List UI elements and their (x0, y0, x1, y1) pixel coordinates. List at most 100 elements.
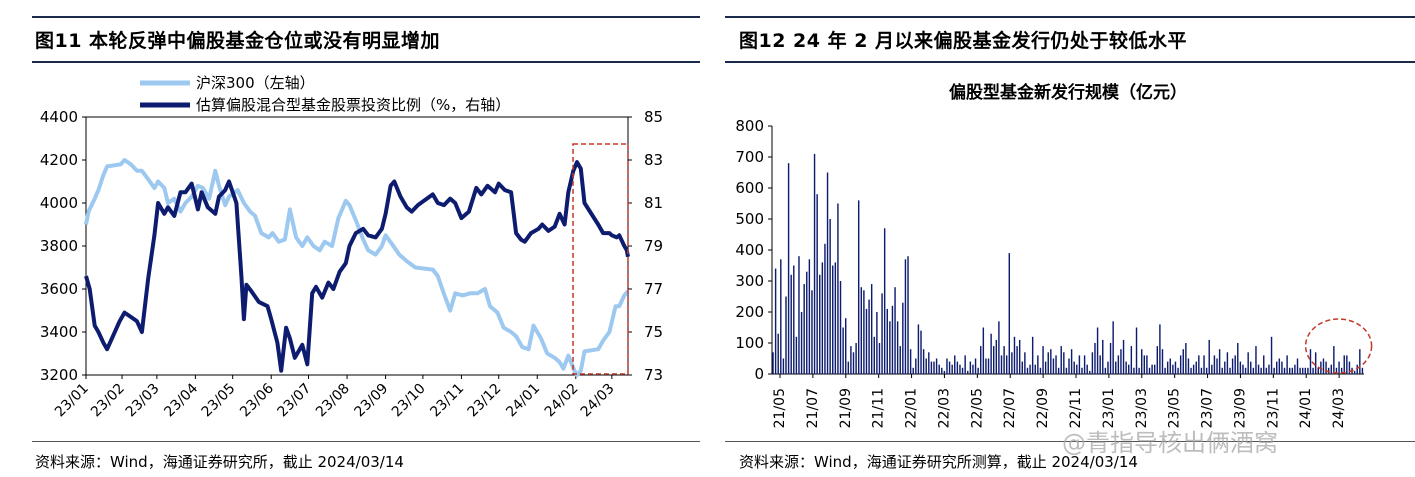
bar (1148, 367, 1151, 374)
y-left-tick-label: 4200 (40, 151, 78, 169)
bar (1257, 364, 1260, 374)
bar (868, 299, 870, 374)
bar (1192, 364, 1195, 374)
bar (1304, 367, 1307, 374)
bar (1340, 367, 1343, 374)
bar (852, 352, 855, 374)
bar (1294, 364, 1296, 374)
bar (1109, 343, 1112, 374)
x-tick-label: 23/07 (274, 381, 314, 421)
bar (1343, 355, 1345, 374)
bar (1231, 358, 1234, 374)
bar (1244, 367, 1247, 374)
bar (899, 346, 901, 374)
bar (1177, 367, 1179, 374)
bar (1182, 349, 1184, 374)
bar (1076, 364, 1078, 374)
bar (946, 358, 948, 374)
bar (1195, 361, 1197, 374)
bar (777, 333, 779, 374)
bar (948, 361, 951, 374)
bar (886, 308, 888, 374)
bar (1190, 367, 1192, 374)
left-figure-panel: 图11 本轮反弹中偏股基金仓位或没有明显增加 3200 3400 3600 3800 4… (0, 0, 700, 477)
bar (1208, 339, 1210, 374)
bar (785, 296, 787, 374)
bar (917, 324, 920, 374)
y-right-tick-label: 81 (644, 194, 663, 212)
y-right-tick-label: 83 (644, 151, 663, 169)
bar (1221, 367, 1223, 374)
bar (850, 346, 852, 374)
bar (826, 172, 829, 374)
bar (961, 367, 964, 374)
x-tick-label: 23/06 (237, 380, 277, 420)
bar (1218, 349, 1221, 374)
bar (972, 364, 974, 374)
bar (1198, 355, 1200, 374)
x-tick-label: 23/01 (1101, 388, 1117, 428)
source-rule (32, 441, 700, 442)
equity-ratio-series-line (84, 160, 630, 373)
bar (1128, 364, 1130, 374)
bar (1252, 367, 1255, 374)
bar-chart: 偏股型基金新发行规模（亿元） 0 100 200 300 400 500 600 700 800 2… (735, 82, 1373, 428)
bar (883, 228, 886, 374)
bar (1333, 346, 1335, 374)
bar (907, 256, 909, 374)
bar (1159, 324, 1161, 374)
highlight-ellipse (1304, 318, 1373, 374)
left-source-note: 资料来源：Wind，海通证券研究所，截止 2024/03/14 (35, 453, 404, 471)
bar (922, 349, 925, 374)
y-tick-label: 0 (754, 365, 764, 383)
bar (933, 361, 935, 374)
x-tick-label: 21/11 (871, 388, 887, 428)
y-tick-label: 500 (735, 210, 764, 228)
bar (1356, 364, 1358, 374)
bar (1187, 358, 1190, 374)
bar (938, 364, 940, 374)
bar (1073, 361, 1075, 374)
bar (985, 358, 987, 374)
bar (790, 274, 792, 374)
bar (1179, 355, 1182, 374)
bar (1234, 355, 1236, 374)
bar (1016, 346, 1018, 374)
left-figure-title: 图11 本轮反弹中偏股基金仓位或没有明显增加 (35, 30, 441, 52)
title-rule-bottom (32, 61, 700, 63)
title-rule-bottom (725, 61, 1415, 63)
bar (1211, 364, 1213, 374)
bar (1276, 361, 1278, 374)
bar (1141, 349, 1143, 374)
right-figure-panel: 图12 24 年 2 月以来偏股基金发行仍处于较低水平 偏股型基金新发行规模（亿… (722, 0, 1415, 477)
bar (1296, 358, 1299, 374)
bar (1029, 364, 1031, 374)
y-tick-label: 600 (735, 179, 764, 197)
bar (1130, 346, 1133, 374)
bar (1050, 349, 1052, 374)
bar (1268, 364, 1270, 374)
bar (816, 194, 818, 374)
bar (1353, 370, 1356, 374)
bar (819, 274, 821, 374)
bar (1026, 367, 1029, 374)
bar (1335, 367, 1338, 374)
y-right-tick-label: 77 (644, 280, 663, 298)
bar (1348, 361, 1351, 374)
y-tick-label: 400 (735, 241, 764, 259)
y-left-tick-label: 4000 (40, 194, 78, 212)
bar (930, 361, 933, 374)
bar (964, 355, 966, 374)
bar (1299, 367, 1301, 374)
bar (909, 349, 912, 374)
bar (1307, 367, 1309, 374)
right-source-note: 资料来源：Wind，海通证券研究所测算，截止 2024/03/14 (739, 453, 1138, 471)
x-tick-label: 22/09 (1035, 388, 1051, 428)
bar (1117, 355, 1120, 374)
x-tick-label: 23/04 (161, 380, 201, 420)
title-rule-top (32, 16, 700, 18)
bar (1278, 358, 1281, 374)
bar (1260, 367, 1262, 374)
x-tick-label: 21/07 (805, 388, 821, 428)
bar (1089, 370, 1091, 374)
